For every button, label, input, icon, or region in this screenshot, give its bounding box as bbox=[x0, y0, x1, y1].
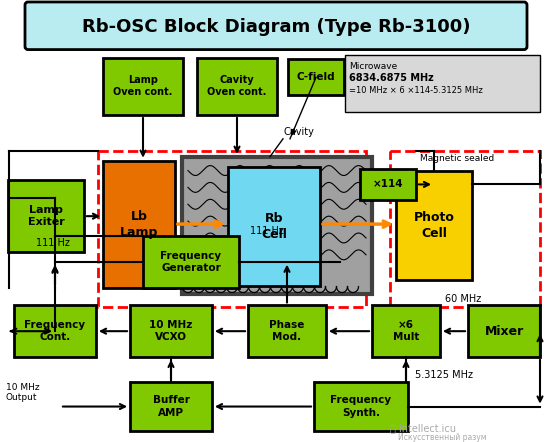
Bar bbox=[396, 171, 472, 280]
Bar bbox=[314, 382, 408, 431]
Bar bbox=[372, 305, 440, 357]
Bar bbox=[390, 151, 540, 307]
Text: Frequency
Generator: Frequency Generator bbox=[160, 251, 222, 273]
Bar bbox=[345, 54, 540, 112]
Text: 10 MHz
Output: 10 MHz Output bbox=[6, 383, 40, 402]
Text: Lamp
Oven cont.: Lamp Oven cont. bbox=[113, 75, 173, 98]
Bar bbox=[248, 305, 326, 357]
Text: Lb
Lamp: Lb Lamp bbox=[120, 210, 158, 239]
Bar bbox=[98, 151, 366, 307]
Text: 6834.6875 MHz: 6834.6875 MHz bbox=[349, 73, 434, 84]
Bar bbox=[468, 305, 540, 357]
Text: Frequency
Cont.: Frequency Cont. bbox=[24, 320, 86, 343]
Bar bbox=[288, 60, 344, 95]
Bar bbox=[228, 167, 320, 286]
Text: Cavity
Oven cont.: Cavity Oven cont. bbox=[207, 75, 267, 98]
Text: Lamp
Exiter: Lamp Exiter bbox=[28, 205, 64, 227]
Text: ×114: ×114 bbox=[373, 179, 403, 190]
Text: =10 MHz × 6 ×114-5.3125 MHz: =10 MHz × 6 ×114-5.3125 MHz bbox=[349, 86, 483, 95]
Text: 111 Hz: 111 Hz bbox=[36, 238, 70, 248]
Bar bbox=[143, 236, 239, 288]
Text: Phase
Mod.: Phase Mod. bbox=[269, 320, 305, 343]
Text: Microwave: Microwave bbox=[349, 62, 397, 72]
Text: Frequency
Synth.: Frequency Synth. bbox=[331, 395, 392, 418]
FancyBboxPatch shape bbox=[25, 2, 527, 50]
Text: Ⓐ intellect.icu: Ⓐ intellect.icu bbox=[390, 423, 456, 433]
Text: 5.3125 MHz: 5.3125 MHz bbox=[415, 370, 473, 380]
Text: Mixer: Mixer bbox=[484, 325, 524, 338]
Text: C-field: C-field bbox=[297, 72, 335, 82]
Text: Photo
Cell: Photo Cell bbox=[414, 210, 455, 240]
Text: Rb
Cell: Rb Cell bbox=[261, 212, 287, 240]
Text: 60 MHz: 60 MHz bbox=[445, 294, 481, 305]
Bar bbox=[8, 180, 84, 252]
Text: Rb-OSC Block Diagram (Type Rb-3100): Rb-OSC Block Diagram (Type Rb-3100) bbox=[82, 18, 470, 36]
Text: Cavity: Cavity bbox=[283, 127, 314, 137]
Bar bbox=[130, 382, 212, 431]
Bar bbox=[130, 305, 212, 357]
Text: Искусственный разум: Искусственный разум bbox=[398, 433, 487, 442]
Text: Buffer
AMP: Buffer AMP bbox=[153, 395, 190, 418]
Text: ×6
Mult: ×6 Mult bbox=[393, 320, 419, 343]
Text: 10 MHz
VCXO: 10 MHz VCXO bbox=[149, 320, 192, 343]
Text: 111 Hz: 111 Hz bbox=[250, 226, 284, 236]
Bar bbox=[182, 156, 372, 293]
Text: Magnetic sealed: Magnetic sealed bbox=[420, 154, 494, 163]
Bar bbox=[197, 57, 277, 115]
Bar bbox=[103, 57, 183, 115]
Bar bbox=[360, 168, 416, 200]
Bar bbox=[14, 305, 96, 357]
Bar bbox=[103, 160, 175, 288]
